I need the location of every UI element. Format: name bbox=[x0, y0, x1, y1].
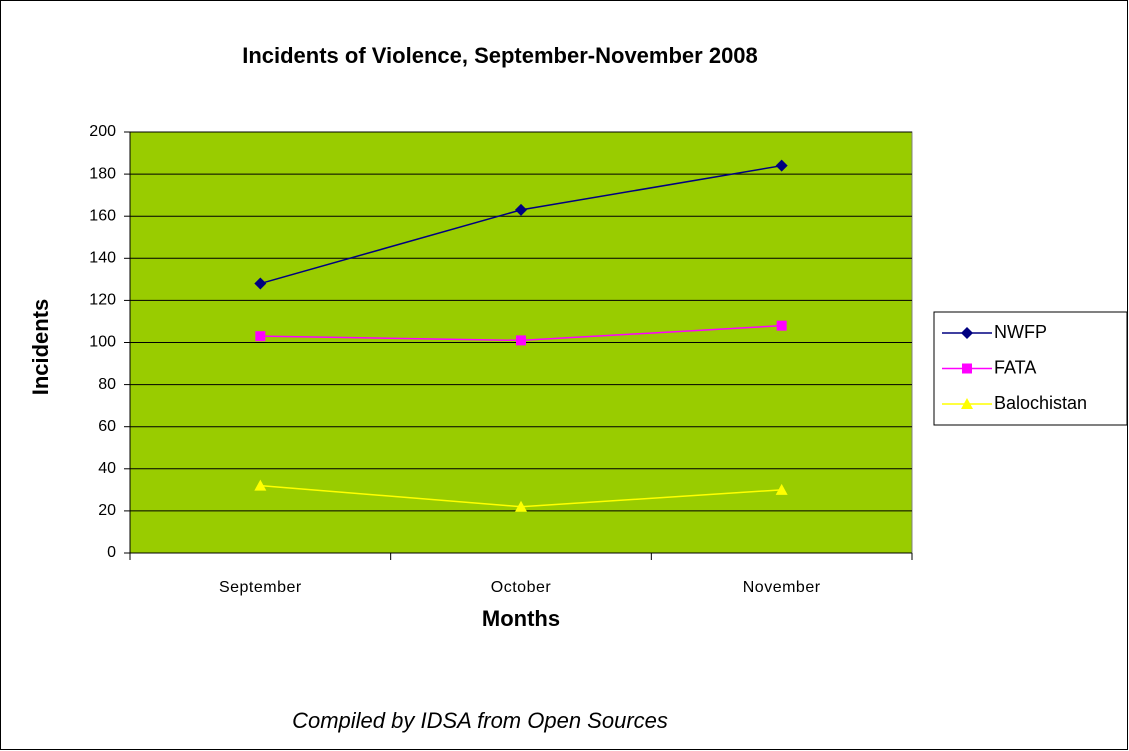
legend-marker bbox=[961, 327, 973, 339]
y-tick-label: 100 bbox=[89, 334, 116, 351]
caption: Compiled by IDSA from Open Sources bbox=[292, 708, 668, 733]
data-point bbox=[776, 320, 787, 331]
x-tick-label: October bbox=[491, 579, 552, 596]
x-axis-label: Months bbox=[482, 606, 560, 631]
legend-label: Balochistan bbox=[994, 393, 1087, 413]
y-tick-label: 180 bbox=[89, 165, 116, 182]
y-tick-label: 120 bbox=[89, 292, 116, 309]
y-tick-label: 20 bbox=[98, 502, 116, 519]
chart-title: Incidents of Violence, September-Novembe… bbox=[242, 43, 758, 68]
data-point bbox=[254, 277, 267, 290]
y-tick-label: 60 bbox=[98, 418, 116, 435]
data-point bbox=[516, 335, 526, 346]
y-tick-label: 80 bbox=[98, 376, 116, 393]
y-tick-label: 200 bbox=[89, 123, 116, 140]
y-tick-label: 160 bbox=[89, 207, 116, 224]
legend-label: FATA bbox=[994, 357, 1036, 377]
y-tick-label: 0 bbox=[107, 544, 116, 561]
legend-label: NWFP bbox=[994, 322, 1047, 342]
data-point bbox=[775, 159, 788, 172]
x-tick-label: September bbox=[219, 579, 302, 596]
x-tick-label: November bbox=[743, 579, 821, 596]
data-point bbox=[515, 500, 527, 512]
y-tick-label: 140 bbox=[89, 250, 116, 267]
y-axis-label: Incidents bbox=[28, 299, 53, 396]
legend-marker bbox=[961, 398, 973, 409]
data-point bbox=[254, 479, 267, 491]
data-point bbox=[775, 483, 788, 495]
data-point bbox=[255, 331, 266, 342]
y-tick-label: 40 bbox=[98, 460, 116, 477]
data-point bbox=[515, 203, 527, 216]
legend-marker bbox=[962, 363, 972, 374]
